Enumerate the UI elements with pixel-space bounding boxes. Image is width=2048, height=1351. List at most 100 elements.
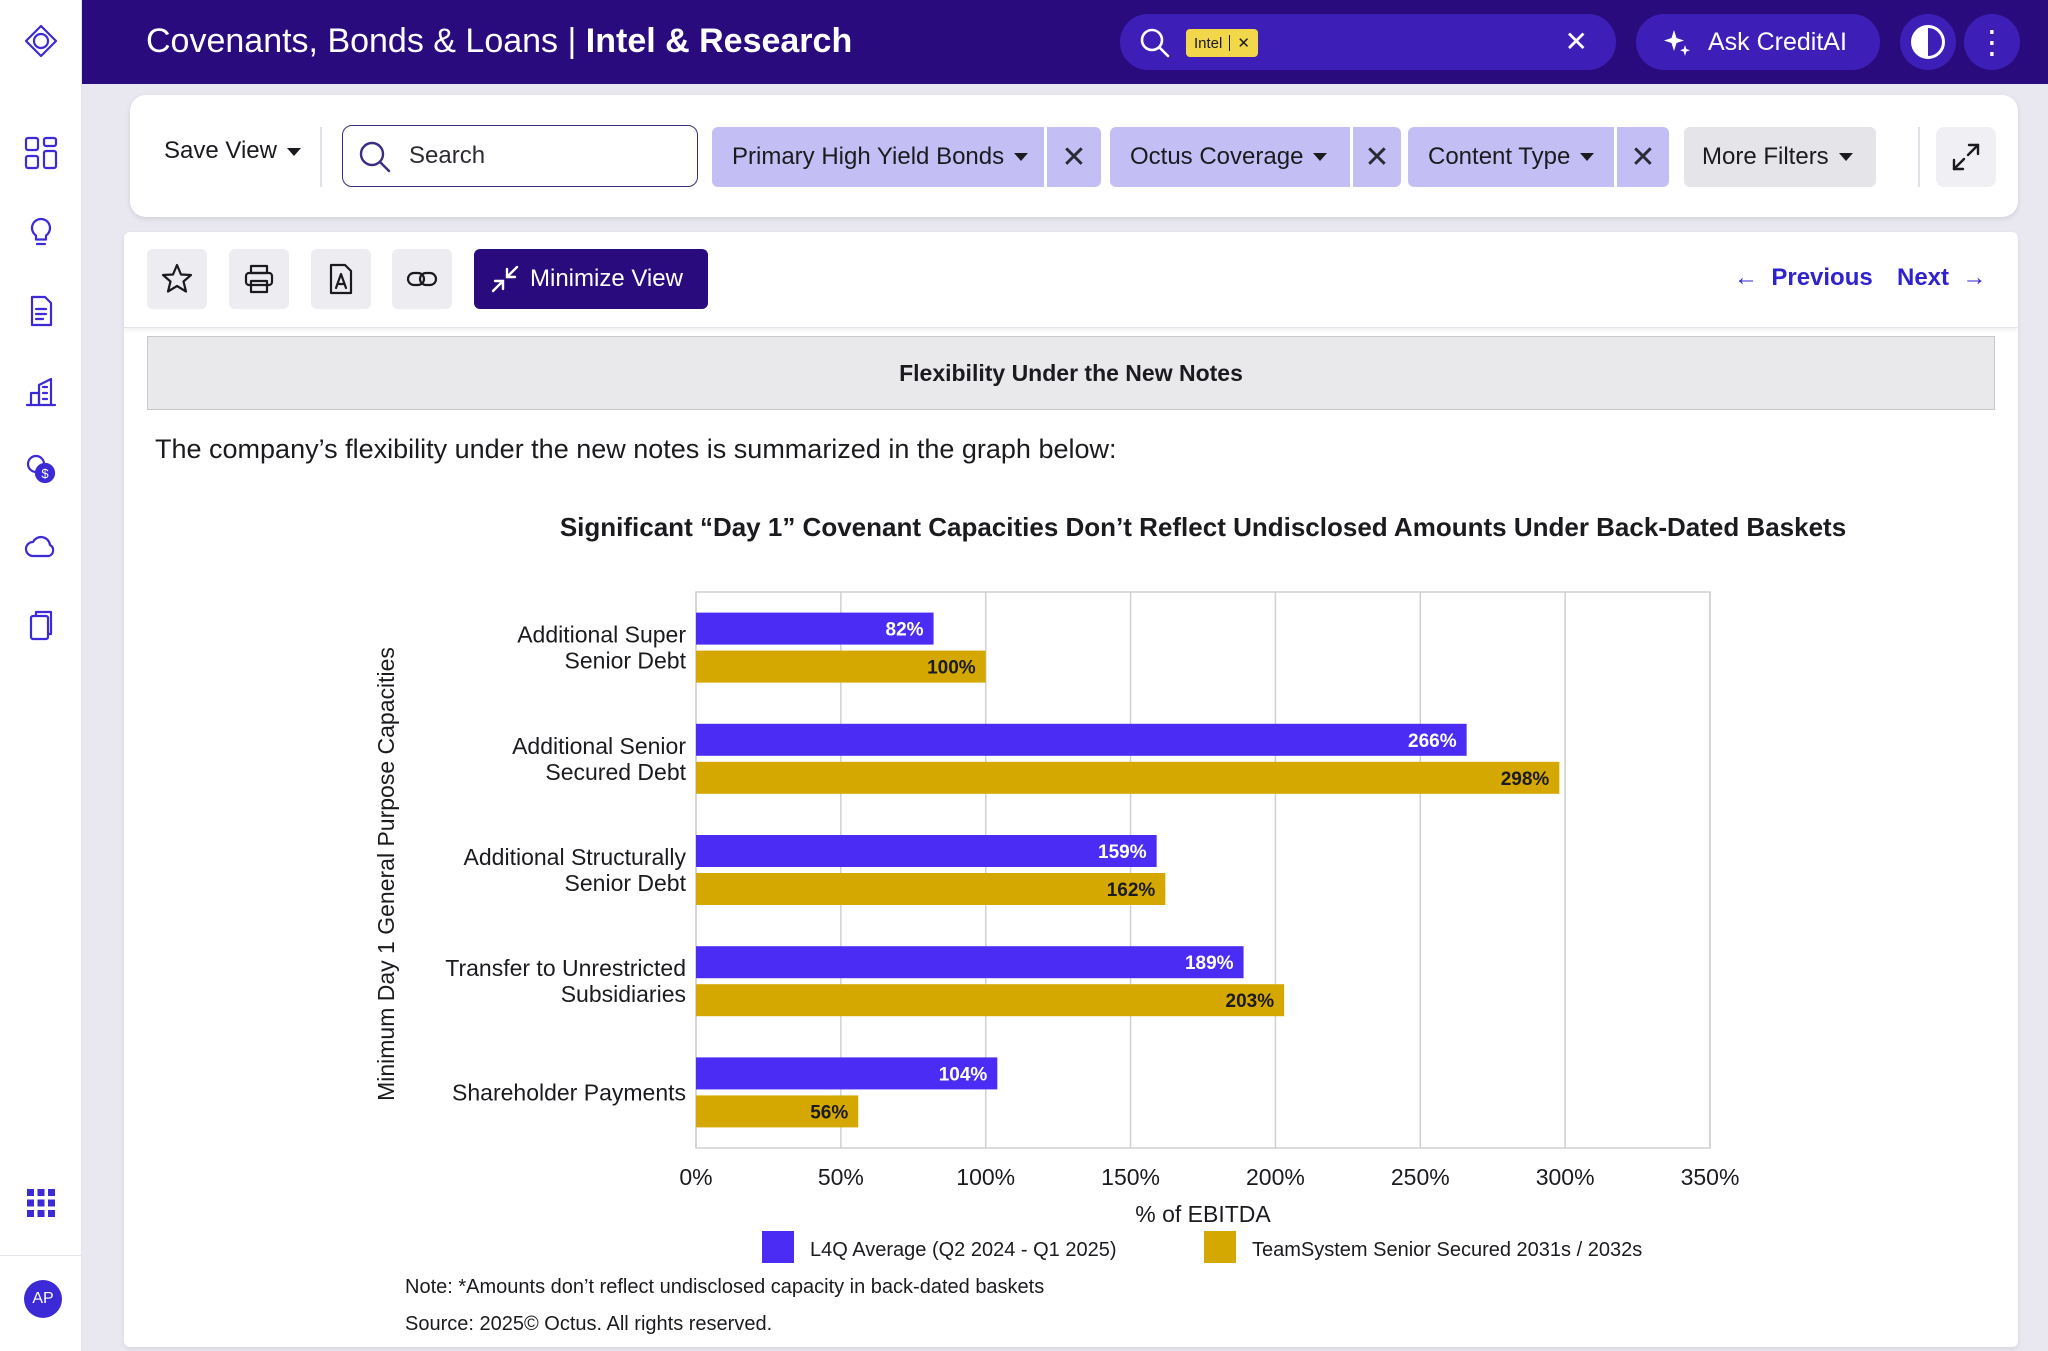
svg-text:$: $ (41, 466, 49, 481)
data-label: 189% (1185, 953, 1234, 974)
data-label: 298% (1501, 769, 1550, 790)
chevron-down-icon (1580, 153, 1595, 161)
more-filters-button[interactable]: More Filters (1684, 127, 1876, 187)
lightbulb-icon[interactable] (20, 212, 62, 254)
search-chip-label: Intel (1194, 34, 1223, 52)
minimize-view-button[interactable]: Minimize View (474, 249, 708, 309)
document-icon[interactable] (20, 290, 62, 332)
previous-label: Previous (1771, 264, 1873, 291)
remove-filter-icon[interactable]: ✕ (1617, 127, 1669, 187)
pdf-icon (329, 263, 353, 295)
data-label: 266% (1408, 731, 1457, 752)
category-label: Transfer to Unrestricted (445, 955, 686, 981)
filter-pill-label: Primary High Yield Bonds (732, 143, 1005, 170)
print-button[interactable] (229, 249, 289, 309)
intro-paragraph: The company’s flexibility under the new … (155, 434, 1117, 464)
link-icon (406, 271, 438, 287)
star-icon (161, 263, 193, 293)
sparkle-icon (1664, 30, 1690, 56)
expand-button[interactable] (1936, 127, 1996, 187)
currency-icon[interactable]: $ (20, 448, 62, 490)
chevron-down-icon (1313, 153, 1328, 161)
copy-pages-icon[interactable] (20, 604, 62, 646)
category-label: Additional Senior (512, 733, 686, 759)
remove-filter-icon[interactable]: ✕ (1353, 127, 1401, 187)
legend-label: TeamSystem Senior Secured 2031s / 2032s (1252, 1239, 1642, 1261)
filter-pill-primary-high-yield-bonds[interactable]: Primary High Yield Bonds (712, 127, 1044, 187)
page-title-section: Intel & Research (585, 22, 853, 60)
favorite-button[interactable] (147, 249, 207, 309)
save-view-dropdown[interactable]: Save View (164, 137, 301, 165)
bar-series-2 (696, 761, 1560, 794)
chevron-down-icon (286, 147, 301, 156)
filter-search[interactable] (342, 125, 698, 187)
chart-title: Significant “Day 1” Covenant Capacities … (560, 512, 1846, 542)
pdf-button[interactable] (311, 249, 371, 309)
category-label: Senior Debt (565, 648, 687, 674)
user-avatar[interactable]: AP (24, 1280, 62, 1318)
bar-series-2 (696, 873, 1166, 905)
section-heading: Flexibility Under the New Notes (147, 336, 1995, 410)
previous-link[interactable]: ← Previous (1734, 264, 1873, 292)
filter-pill-label: Octus Coverage (1130, 143, 1304, 170)
octus-logo-icon[interactable] (20, 20, 62, 62)
document-panel: Minimize View ← Previous Next → Flexibil… (124, 232, 2018, 1347)
chart-container: Significant “Day 1” Covenant Capacities … (124, 232, 2018, 1347)
filter-divider (320, 127, 322, 187)
more-options-icon[interactable]: ⋮ (1964, 14, 2020, 70)
theme-toggle-button[interactable] (1900, 14, 1956, 70)
x-tick-label: 300% (1536, 1164, 1595, 1190)
category-label: Subsidiaries (561, 981, 686, 1007)
page-title-main: Covenants, Bonds & Loans | (146, 22, 586, 60)
chevron-down-icon (1838, 153, 1853, 161)
bar-series-2 (696, 650, 986, 683)
rail-divider (0, 1255, 82, 1256)
arrow-right-icon: → (1962, 264, 1987, 291)
global-search[interactable]: Intel ✕ ✕ (1120, 14, 1616, 70)
x-tick-label: 0% (679, 1164, 712, 1190)
next-label: Next (1897, 264, 1950, 291)
bar-series-1 (696, 835, 1157, 867)
buildings-icon[interactable] (20, 370, 62, 412)
y-axis-title: Minimum Day 1 General Purpose Capacities (373, 647, 399, 1101)
x-tick-label: 100% (956, 1164, 1015, 1190)
data-label: 100% (927, 658, 976, 679)
filter-pill-content-type[interactable]: Content Type (1408, 127, 1614, 187)
next-link[interactable]: Next → (1897, 264, 1986, 292)
ask-creditai-button[interactable]: Ask CreditAI (1636, 14, 1880, 70)
data-label: 56% (810, 1102, 848, 1123)
cloud-icon[interactable] (20, 526, 62, 568)
data-label: 104% (939, 1064, 988, 1085)
x-tick-label: 150% (1101, 1164, 1160, 1190)
copy-link-button[interactable] (392, 249, 452, 309)
remove-filter-icon[interactable]: ✕ (1047, 127, 1101, 187)
chart-source: Source: 2025© Octus. All rights reserved… (405, 1313, 773, 1335)
search-icon (1138, 26, 1172, 65)
bar-series-2 (696, 1095, 859, 1128)
contrast-icon (1911, 25, 1945, 59)
chip-close-icon[interactable]: ✕ (1237, 35, 1250, 52)
search-filter-chip[interactable]: Intel ✕ (1186, 29, 1258, 57)
bar-series-1 (696, 1057, 998, 1090)
bar-series-1 (696, 946, 1244, 979)
legend-label: L4Q Average (Q2 2024 - Q1 2025) (810, 1239, 1117, 1261)
chart-note: Note: *Amounts don’t reflect undisclosed… (405, 1276, 1045, 1298)
left-nav-rail: $ AP (0, 0, 82, 1351)
data-label: 82% (886, 620, 924, 641)
x-tick-label: 50% (818, 1164, 864, 1190)
app-grid-icon[interactable] (20, 1182, 62, 1224)
bar-series-1 (696, 612, 934, 645)
category-label: Additional Structurally (464, 844, 687, 870)
dashboard-icon[interactable] (20, 132, 62, 174)
filter-pill-octus-coverage[interactable]: Octus Coverage (1110, 127, 1350, 187)
data-label: 203% (1226, 991, 1275, 1012)
page-title: Covenants, Bonds & Loans | Intel & Resea… (146, 22, 852, 61)
save-view-label: Save View (164, 137, 277, 164)
clear-search-icon[interactable]: ✕ (1564, 26, 1588, 57)
filter-bar: Save View Primary High Yield Bonds ✕ Oct… (130, 95, 2018, 217)
filter-search-input[interactable] (409, 140, 679, 172)
bar-series-2 (696, 984, 1285, 1017)
data-label: 159% (1098, 842, 1147, 863)
bar-series-1 (696, 723, 1467, 756)
ask-creditai-label: Ask CreditAI (1708, 27, 1847, 56)
